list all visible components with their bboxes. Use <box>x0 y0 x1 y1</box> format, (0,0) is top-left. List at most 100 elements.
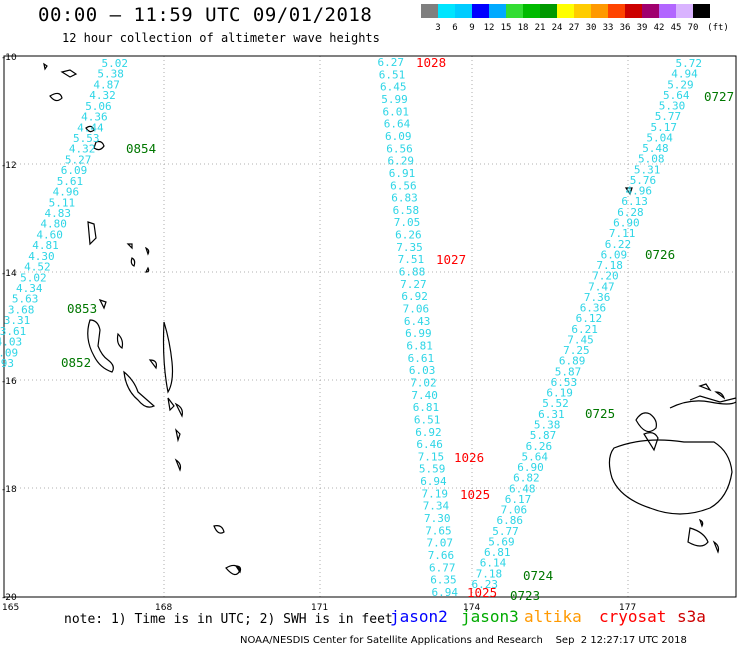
pass-time-label: 0725 <box>585 406 615 421</box>
wave-height-value: 5.69 <box>488 536 515 549</box>
wave-height-value: 6.56 <box>390 179 417 192</box>
lon-label: 168 <box>155 603 172 613</box>
page-subtitle: 12 hour collection of altimeter wave hei… <box>62 31 380 45</box>
wave-height-value: 7.25 <box>563 344 590 357</box>
colorbar-swatch <box>506 4 523 18</box>
legend-altika: altika <box>524 607 582 626</box>
wave-height-value: 5.38 <box>534 419 561 432</box>
wave-height-value: 5.77 <box>492 525 519 538</box>
wave-height-value: 7.18 <box>476 567 503 580</box>
wave-height-value: 6.26 <box>526 440 553 453</box>
wave-height-value: 4.96 <box>626 185 653 198</box>
colorbar-swatch <box>421 4 438 18</box>
longitude-labels: 165 168 171 174 177 <box>2 603 636 613</box>
wave-height-value: 5.99 <box>381 93 408 106</box>
pass-time-label: 0853 <box>67 301 97 316</box>
lat-label: -18 <box>2 485 17 495</box>
wave-height-value: 7.06 <box>403 303 430 316</box>
colorbar-label: 3 <box>435 23 441 33</box>
colorbar-label: 30 <box>585 23 597 33</box>
wave-height-value: 6.03 <box>409 364 436 377</box>
wave-height-value: 7.51 <box>398 253 425 266</box>
wave-height-value: 6.45 <box>380 81 407 94</box>
wave-height-value: 7.65 <box>425 524 452 537</box>
colorbar-swatch <box>659 4 676 18</box>
colorbar-unit: (ft) <box>707 23 729 33</box>
lon-label: 177 <box>619 603 636 613</box>
footnote: note: 1) Time is in UTC; 2) SWH is in fe… <box>64 612 393 627</box>
wave-height-value: 6.46 <box>416 438 443 451</box>
lat-label: -14 <box>2 269 17 279</box>
colorbar-label: 18 <box>517 23 529 33</box>
wave-height-value: 6.86 <box>497 514 524 527</box>
colorbar-swatch <box>438 4 455 18</box>
wave-height-value: 4.32 <box>69 143 96 156</box>
wave-height-value: 6.31 <box>538 408 565 421</box>
wave-height-value: 7.47 <box>588 280 615 293</box>
wave-height-value: 3.93 <box>0 357 14 370</box>
wave-height-value: 4.96 <box>53 186 80 199</box>
wave-height-value: 6.99 <box>405 327 432 340</box>
pass-time-label: 1026 <box>454 450 484 465</box>
wave-height-value: 6.22 <box>605 238 632 251</box>
wave-height-value: 5.27 <box>65 153 92 166</box>
colorbar-label: 45 <box>670 23 682 33</box>
colorbar-label: 9 <box>469 23 475 33</box>
wave-height-value: 5.17 <box>651 121 678 134</box>
colorbar-swatch <box>540 4 557 18</box>
lat-label: -10 <box>2 53 17 63</box>
wave-height-value: 6.21 <box>571 323 598 336</box>
wave-height-value: 6.09 <box>601 248 628 261</box>
colorbar-label: 21 <box>534 23 546 33</box>
wave-height-value: 3.68 <box>8 303 35 316</box>
wave-height-value: 6.83 <box>391 192 418 205</box>
wave-height-value: 6.28 <box>617 206 644 219</box>
wave-height-value: 6.51 <box>379 68 406 81</box>
wave-height-value: 4.30 <box>28 250 55 263</box>
wave-height-value: 6.29 <box>388 155 415 168</box>
wave-height-value: 4.83 <box>45 207 72 220</box>
wave-height-value: 6.12 <box>576 312 603 325</box>
colorbar-label: 42 <box>653 23 665 33</box>
wave-height-value: 5.53 <box>73 132 100 145</box>
colorbar-swatch <box>642 4 659 18</box>
wave-height-value: 5.64 <box>522 450 549 463</box>
wave-height-value: 6.13 <box>621 195 648 208</box>
wave-height-value: 7.36 <box>584 291 611 304</box>
wave-height-value: 6.92 <box>401 290 428 303</box>
wave-height-value: 5.64 <box>663 89 690 102</box>
wave-height-value: 6.26 <box>395 229 422 242</box>
wave-height-value: 7.40 <box>411 389 438 402</box>
pass-time-label: 1025 <box>467 585 497 600</box>
wave-height-value: 5.08 <box>638 153 665 166</box>
wave-height-value: 5.59 <box>419 463 446 476</box>
colorbar-label: 36 <box>619 23 631 33</box>
pass-time-labels: 1028 1027 1026 1025 1025 0854 0853 0852 0727 0726… <box>61 55 734 603</box>
wave-height-value: 6.01 <box>383 105 410 118</box>
wave-height-value: 7.11 <box>609 227 636 240</box>
colorbar-label: 15 <box>500 23 512 33</box>
wave-height-value: 6.19 <box>546 387 573 400</box>
pass-time-label: 0724 <box>523 568 553 583</box>
wave-height-value: 5.63 <box>12 293 39 306</box>
colorbar-label: 70 <box>687 23 699 33</box>
wave-height-value: 6.88 <box>399 266 426 279</box>
wave-height-value: 4.81 <box>32 239 59 252</box>
wave-height-value: 7.19 <box>422 487 449 500</box>
colorbar-swatch <box>676 4 693 18</box>
pass-time-label: 0727 <box>704 89 734 104</box>
pass-time-label: 0726 <box>645 247 675 262</box>
coastlines <box>43 62 737 576</box>
colorbar-label: 6 <box>452 23 458 33</box>
wave-height-value: 4.52 <box>24 261 51 274</box>
wave-height-value: 6.43 <box>404 315 431 328</box>
wave-height-value: 6.91 <box>389 167 416 180</box>
wave-height-value: 5.38 <box>97 68 124 81</box>
wave-height-value: 6.58 <box>393 204 420 217</box>
wave-height-value: 3.31 <box>4 314 31 327</box>
wave-height-value: 4.87 <box>93 78 120 91</box>
wave-height-value: 7.20 <box>592 270 619 283</box>
altimeter-tracks: 5.025.384.874.325.064.364.445.534.325.27… <box>0 56 702 599</box>
wave-height-value: 3.61 <box>0 325 26 338</box>
